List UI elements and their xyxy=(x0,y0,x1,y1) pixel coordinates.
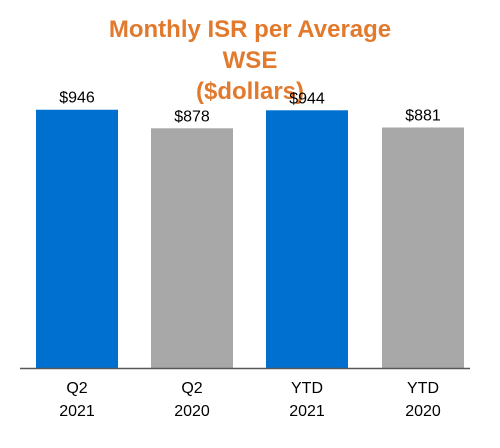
category-label-3-line-1: YTD xyxy=(291,380,323,397)
bars-layer xyxy=(36,109,464,369)
chart-title: Monthly ISR per Average WSE ($dollars) xyxy=(0,14,500,107)
category-label-1-line-2: 2021 xyxy=(59,403,95,420)
bar-4 xyxy=(382,127,464,368)
category-label-4-line-2: 2020 xyxy=(405,403,441,420)
category-label-4-line-1: YTD xyxy=(407,380,439,397)
bar-value-label-2: $878 xyxy=(174,108,210,125)
bar-1 xyxy=(36,109,118,368)
category-label-1-line-1: Q2 xyxy=(66,380,87,397)
chart-title-line-3: ($dollars) xyxy=(195,78,305,105)
bar-value-label-1: $946 xyxy=(59,90,95,107)
category-label-2-line-1: Q2 xyxy=(181,380,202,397)
chart-title-line-2: WSE xyxy=(222,47,278,74)
bar-value-label-3: $944 xyxy=(289,90,325,107)
chart-title-line-1: Monthly ISR per Average xyxy=(108,16,392,43)
category-labels-layer: Q2 2021 Q2 2020 YTD 2021 YTD 2020 xyxy=(59,380,441,420)
bar-value-label-4: $881 xyxy=(405,107,441,124)
category-label-2-line-2: 2020 xyxy=(174,403,210,420)
bar-2 xyxy=(151,128,233,368)
category-label-3-line-2: 2021 xyxy=(289,403,325,420)
bar-3 xyxy=(266,110,348,369)
value-labels-layer: $946 $878 $944 $881 xyxy=(59,90,441,126)
